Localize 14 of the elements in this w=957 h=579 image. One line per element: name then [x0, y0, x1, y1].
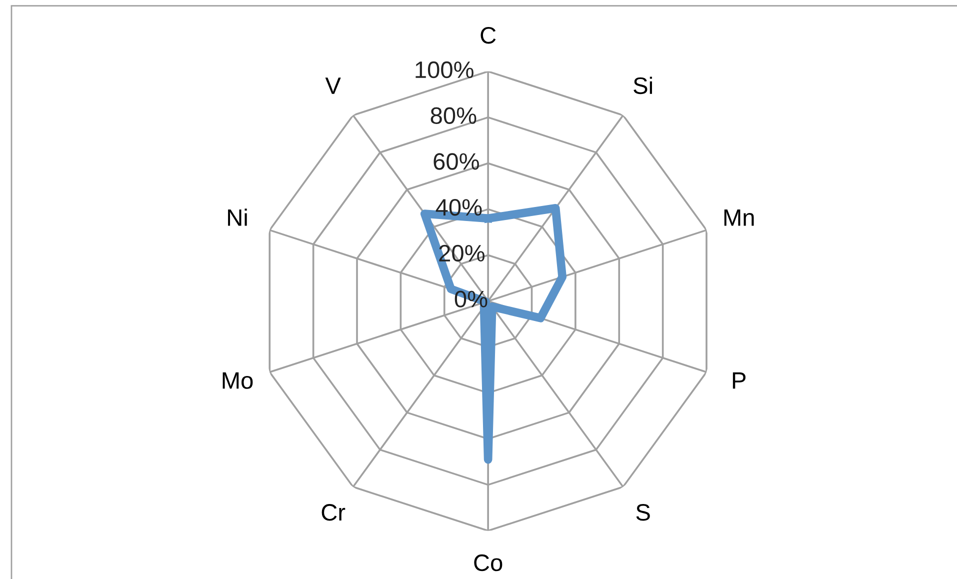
- spoke-label: Co: [474, 554, 502, 572]
- spoke-label: P: [732, 372, 746, 389]
- y-tick-label: 60%: [434, 153, 479, 170]
- spoke-label: C: [480, 26, 496, 44]
- y-tick-label: 100%: [416, 61, 474, 78]
- spoke-label: Ni: [228, 208, 247, 226]
- spoke-label: S: [636, 504, 650, 521]
- y-tick-label: 80%: [430, 107, 476, 124]
- spoke-label: Mn: [724, 209, 754, 226]
- spoke-label: V: [325, 78, 341, 94]
- spoke-label: Cr: [322, 504, 346, 521]
- y-tick-label: 40%: [436, 198, 482, 216]
- spoke-label: Si: [634, 76, 652, 94]
- spoke-label: Mo: [222, 372, 253, 389]
